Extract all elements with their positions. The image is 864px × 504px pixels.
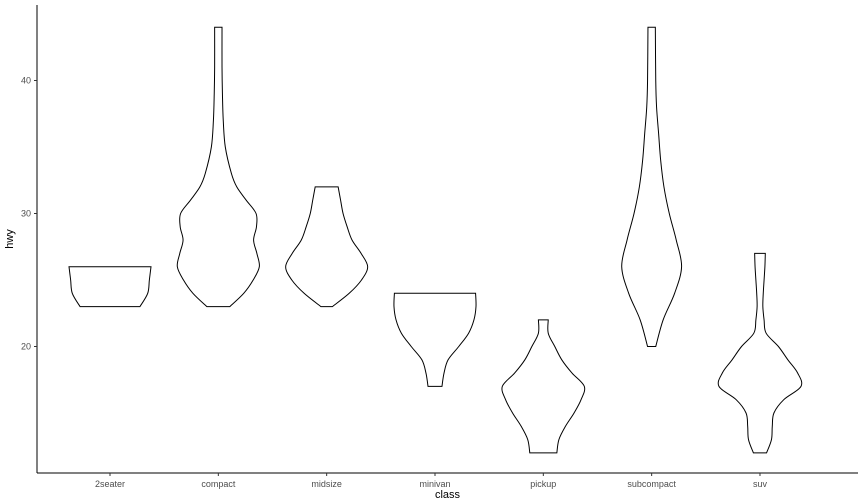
x-tick-label-2seater: 2seater [95, 479, 125, 489]
y-axis-title: hwy [4, 229, 16, 249]
x-tick-label-subcompact: subcompact [627, 479, 676, 489]
violin-pickup [501, 319, 586, 454]
y-ticks-layer: 20 30 40 [21, 76, 37, 352]
x-tick-label-compact: compact [201, 479, 236, 489]
y-tick-label: 30 [21, 209, 31, 219]
violin-minivan [393, 292, 477, 387]
violin-suv [717, 252, 803, 454]
violin-midsize [285, 186, 369, 308]
x-tick-label-suv: suv [753, 479, 768, 489]
x-tick-label-pickup: pickup [530, 479, 556, 489]
x-axis-title: class [435, 489, 461, 501]
y-tick-label: 20 [21, 342, 31, 352]
x-tick-label-minivan: minivan [419, 479, 450, 489]
violin-subcompact [621, 26, 683, 347]
violins-layer [68, 26, 803, 454]
violin-compact [176, 26, 260, 308]
y-tick-label: 40 [21, 76, 31, 86]
violin-2seater [68, 266, 152, 308]
x-tick-label-midsize: midsize [311, 479, 342, 489]
x-ticks-layer: 2seater compact midsize minivan pickup subcom… [95, 473, 767, 489]
